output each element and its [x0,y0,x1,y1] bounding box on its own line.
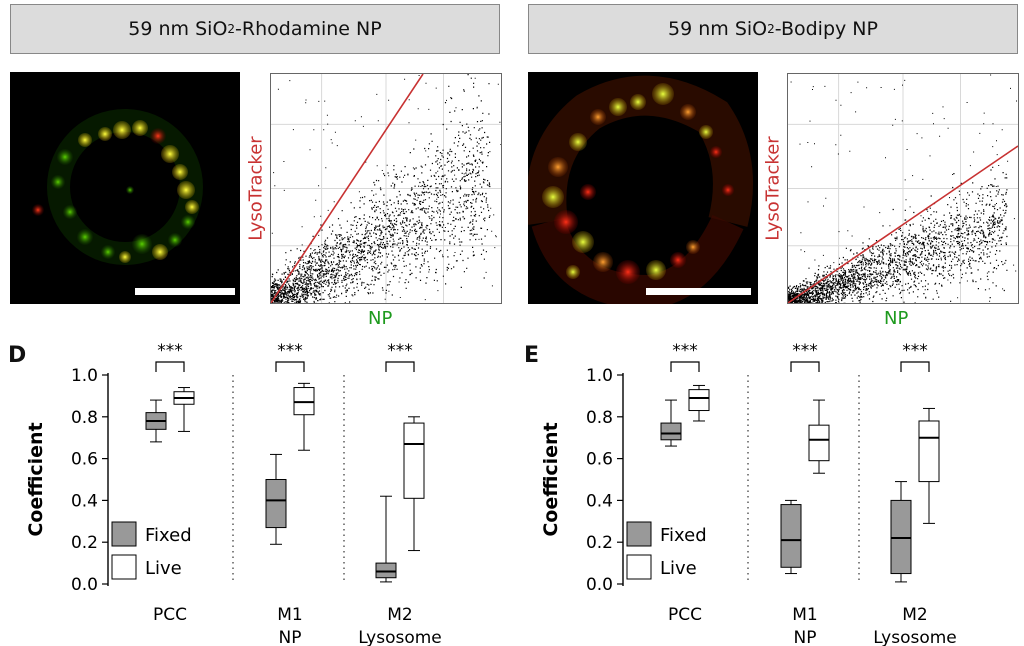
box-fixed-0 [660,422,682,441]
regression-line [787,145,1019,304]
box-live-0 [688,389,710,412]
box-live-2 [403,422,425,499]
scale-bar-bodipy [646,288,751,295]
micrograph-rhodamine [10,72,240,304]
legend-swatch-live [626,554,652,580]
group-label: M2 [902,605,927,625]
header-rhodamine: 59 nm SiO 2 -Rhodamine NP [10,4,500,54]
box-fixed-2 [890,499,912,575]
group-label: M1 [792,605,817,625]
scatter-plot-bodipy [787,73,1019,305]
scatter-bodipy-ylabel: LysoTracker [762,136,784,241]
significance-label: *** [902,341,928,361]
box-fixed-2 [375,562,397,579]
legend-label-fixed: Fixed [145,525,192,546]
header-bodipy-prefix: 59 nm SiO [668,18,768,40]
y-tick-label: 0.6 [71,450,98,470]
legend-label-fixed: Fixed [660,525,707,546]
y-tick-label: 0.8 [586,408,613,428]
y-tick-label: 0.2 [71,533,98,553]
regression-line [270,73,424,304]
legend-swatch-fixed [626,521,652,547]
legend-swatch-fixed [111,521,137,547]
scatter-bodipy-xlabel: NP [884,308,909,329]
y-tick-label: 0.6 [586,450,613,470]
group-label: M2 [387,605,412,625]
y-tick-label: 0.4 [586,491,613,511]
significance-label: *** [387,341,413,361]
scatter-rhodamine-xlabel: NP [368,308,393,329]
significance-label: *** [277,341,303,361]
boxplot-panel-e: Coefficient 0.0 0.2 0.4 0.6 0.8 1.0 *** PCC *** M1… [540,341,957,646]
panel-label-d: D [8,343,27,368]
y-tick-label: 0.8 [71,408,98,428]
scatter-rhodamine-area [270,73,502,305]
header-rhodamine-sub: 2 [227,22,236,36]
box-fixed-1 [780,504,802,568]
y-tick-label: 0.0 [586,575,613,595]
box-live-2 [918,420,940,483]
scatter-points [271,74,502,305]
significance-bracket [385,361,415,372]
legend-label-live: Live [145,558,182,579]
y-axis-label: Coefficient [540,422,562,536]
y-tick-label: 0.2 [586,533,613,553]
box-fixed-1 [265,479,287,529]
group-label: NP [794,628,817,646]
scatter-points [788,74,1017,305]
header-bodipy-sub: 2 [767,22,775,36]
y-tick-label: 0.0 [71,575,98,595]
legend-swatch-live [111,554,137,580]
header-bodipy-suffix: -Bodipy NP [774,18,878,40]
significance-bracket [900,361,930,372]
box-live-1 [293,387,315,416]
significance-label: *** [157,341,183,361]
group-label: PCC [153,605,187,625]
group-label: PCC [668,605,702,625]
group-label: NP [279,628,302,646]
panel-label-e: E [524,343,540,368]
micrograph-bodipy [528,72,758,304]
legend-label-live: Live [660,558,697,579]
y-tick-label: 1.0 [586,366,613,386]
y-tick-label: 0.4 [71,491,98,511]
y-axis-label: Coefficient [25,422,47,536]
significance-bracket [155,361,185,372]
header-bodipy: 59 nm SiO 2 -Bodipy NP [528,4,1018,54]
scatter-bodipy-area [787,74,1019,305]
box-live-1 [808,424,830,462]
y-tick-label: 1.0 [71,366,98,386]
boxplot-panel-d: Coefficient 0.0 0.2 0.4 0.6 0.8 1.0 *** PCC *** M1… [25,341,442,646]
significance-label: *** [672,341,698,361]
significance-bracket [670,361,700,372]
micrograph-rhodamine-art [32,109,203,265]
scale-bar-rhodamine [135,288,235,295]
significance-label: *** [792,341,818,361]
header-rhodamine-prefix: 59 nm SiO [128,18,228,40]
micrograph-bodipy-art [528,75,753,304]
scatter-rhodamine-ylabel: LysoTracker [245,136,267,241]
significance-bracket [790,361,820,372]
header-rhodamine-suffix: -Rhodamine NP [235,18,382,40]
significance-bracket [275,361,305,372]
group-label: M1 [277,605,302,625]
group-label: Lysosome [873,628,957,646]
group-label: Lysosome [358,628,442,646]
scatter-plot-rhodamine [270,73,502,305]
